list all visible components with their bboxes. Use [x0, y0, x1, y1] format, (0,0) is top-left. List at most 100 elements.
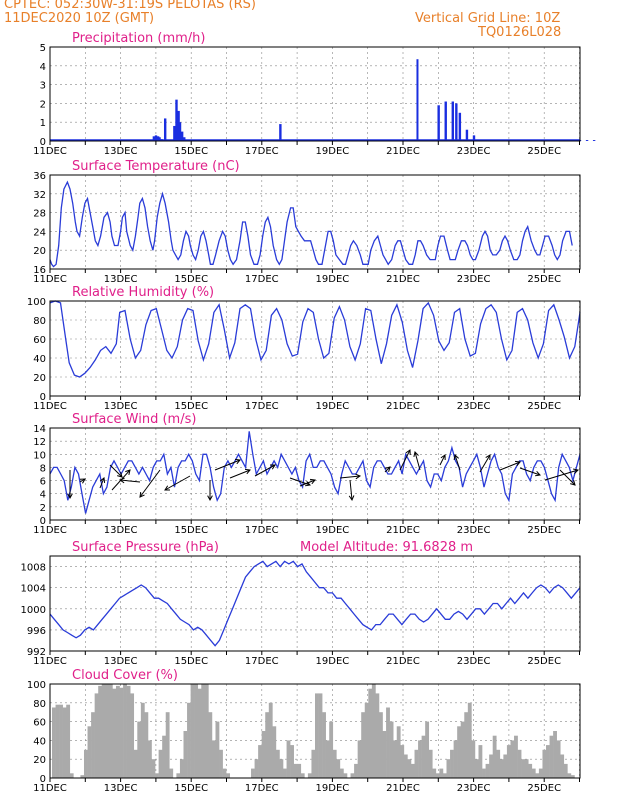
- cloud-bar: [343, 773, 348, 778]
- x-tick-label: 15DEC: [174, 401, 208, 412]
- wind-arrow: [349, 479, 353, 501]
- x-tick-label: 15DEC: [174, 146, 208, 157]
- header-location: CPTEC: 052:30W-31:19S PELOTAS (RS): [4, 0, 256, 12]
- wind-arrow: [519, 467, 541, 476]
- y-tick-label: 12: [33, 437, 46, 448]
- cloud-bar: [155, 773, 159, 778]
- wind-arrowhead: [405, 449, 411, 456]
- precip-bar: [585, 140, 589, 141]
- cloud-bar: [446, 759, 451, 778]
- wind-arrowhead: [139, 491, 145, 498]
- x-tick-label: 17DEC: [245, 274, 279, 285]
- cloud-bar: [414, 749, 419, 778]
- cloud-bar: [275, 749, 280, 778]
- precip-bar: [465, 129, 469, 141]
- y-tick-label: 2: [40, 99, 46, 110]
- cloud-bar: [464, 712, 469, 778]
- wind-arrowhead: [118, 477, 125, 484]
- precip-bar: [183, 137, 186, 141]
- y-tick-label: 4: [40, 62, 46, 73]
- precip-bar: [279, 124, 282, 141]
- y-tick-label: 28: [33, 209, 46, 220]
- x-tick-label: 13DEC: [104, 656, 138, 667]
- cloud-bar: [538, 768, 543, 778]
- cloud-bar: [393, 740, 398, 778]
- cloud-bar: [503, 754, 508, 778]
- precip-bar: [152, 136, 156, 141]
- y-tick-label: 60: [33, 335, 46, 346]
- cloud-bar: [403, 754, 408, 778]
- cloud-bar: [98, 685, 103, 778]
- cloud-bar: [528, 763, 533, 778]
- cloud-bar: [506, 745, 511, 778]
- cloud-bar: [315, 693, 319, 778]
- wind-arrow: [339, 475, 361, 479]
- cloud-bar: [322, 712, 326, 778]
- cloud-bar: [283, 768, 287, 778]
- header-model-code: TQ0126L028: [478, 25, 562, 40]
- cloud-bar: [52, 707, 56, 778]
- cloud-bar: [293, 763, 298, 778]
- wind-arrowhead: [573, 468, 579, 474]
- cloud-bar: [478, 745, 483, 778]
- panel-frame: [49, 46, 581, 142]
- wind-arrow: [139, 469, 161, 498]
- panel-frame: [49, 683, 581, 779]
- x-tick-label: 19DEC: [316, 525, 350, 536]
- cloud-bar: [418, 740, 422, 778]
- x-tick-label: 25DEC: [527, 274, 561, 285]
- x-tick-label: 25DEC: [527, 525, 561, 536]
- y-tick-label: 0: [40, 392, 46, 403]
- cloud-bar: [197, 688, 202, 778]
- x-tick-label: 21DEC: [386, 783, 420, 794]
- y-tick-label: 1000: [21, 605, 46, 616]
- cloud-bar: [165, 712, 170, 778]
- wind-arrow: [214, 459, 241, 471]
- x-tick-label: 25DEC: [527, 783, 561, 794]
- x-tick-label: 15DEC: [174, 783, 208, 794]
- wind-arrowhead: [413, 450, 419, 457]
- cloud-bar: [108, 684, 113, 778]
- y-tick-label: 20: [33, 373, 46, 384]
- x-tick-label: 23DEC: [457, 525, 491, 536]
- y-tick-label: 40: [33, 736, 46, 747]
- y-tick-label: 3: [40, 81, 46, 92]
- cloud-bar: [325, 740, 330, 778]
- y-tick-label: 5: [40, 43, 46, 54]
- cloud-bar: [211, 740, 216, 778]
- cloud-bar: [499, 759, 504, 778]
- cloud-bar: [55, 704, 60, 778]
- x-tick-label: 19DEC: [316, 401, 350, 412]
- panel-title: Cloud Cover (%): [72, 668, 178, 683]
- y-tick-label: 24: [33, 227, 46, 238]
- wind-arrowhead: [67, 493, 73, 500]
- wind-arrowhead: [79, 478, 86, 484]
- cloud-bar: [151, 759, 156, 778]
- cloud-bar: [119, 687, 124, 778]
- cloud-bar: [332, 749, 337, 778]
- wind-arrowhead: [244, 468, 251, 475]
- cloud-bar: [535, 773, 540, 778]
- cloud-bar: [286, 740, 291, 778]
- precip-bar: [156, 136, 160, 141]
- cloud-bar: [450, 749, 454, 778]
- cloud-bar: [91, 712, 95, 778]
- y-tick-label: 0: [40, 516, 46, 527]
- cloud-bar: [410, 763, 415, 778]
- precip-bar: [180, 131, 184, 141]
- wind-arrow: [499, 461, 521, 471]
- wind-arrow: [414, 451, 421, 471]
- wind-arrowhead: [453, 454, 460, 461]
- y-tick-label: 6: [40, 477, 46, 488]
- cloud-bar: [531, 768, 536, 778]
- cloud-bar: [112, 688, 117, 778]
- cloud-bar: [137, 721, 142, 778]
- x-tick-label: 11DEC: [33, 783, 67, 794]
- series-line: [49, 300, 581, 378]
- cloud-bar: [549, 735, 554, 778]
- x-tick-label: 23DEC: [457, 146, 491, 157]
- cloud-bar: [457, 726, 462, 778]
- cloud-bar: [311, 749, 316, 778]
- cloud-bar: [460, 721, 465, 778]
- wind-arrow: [399, 449, 411, 471]
